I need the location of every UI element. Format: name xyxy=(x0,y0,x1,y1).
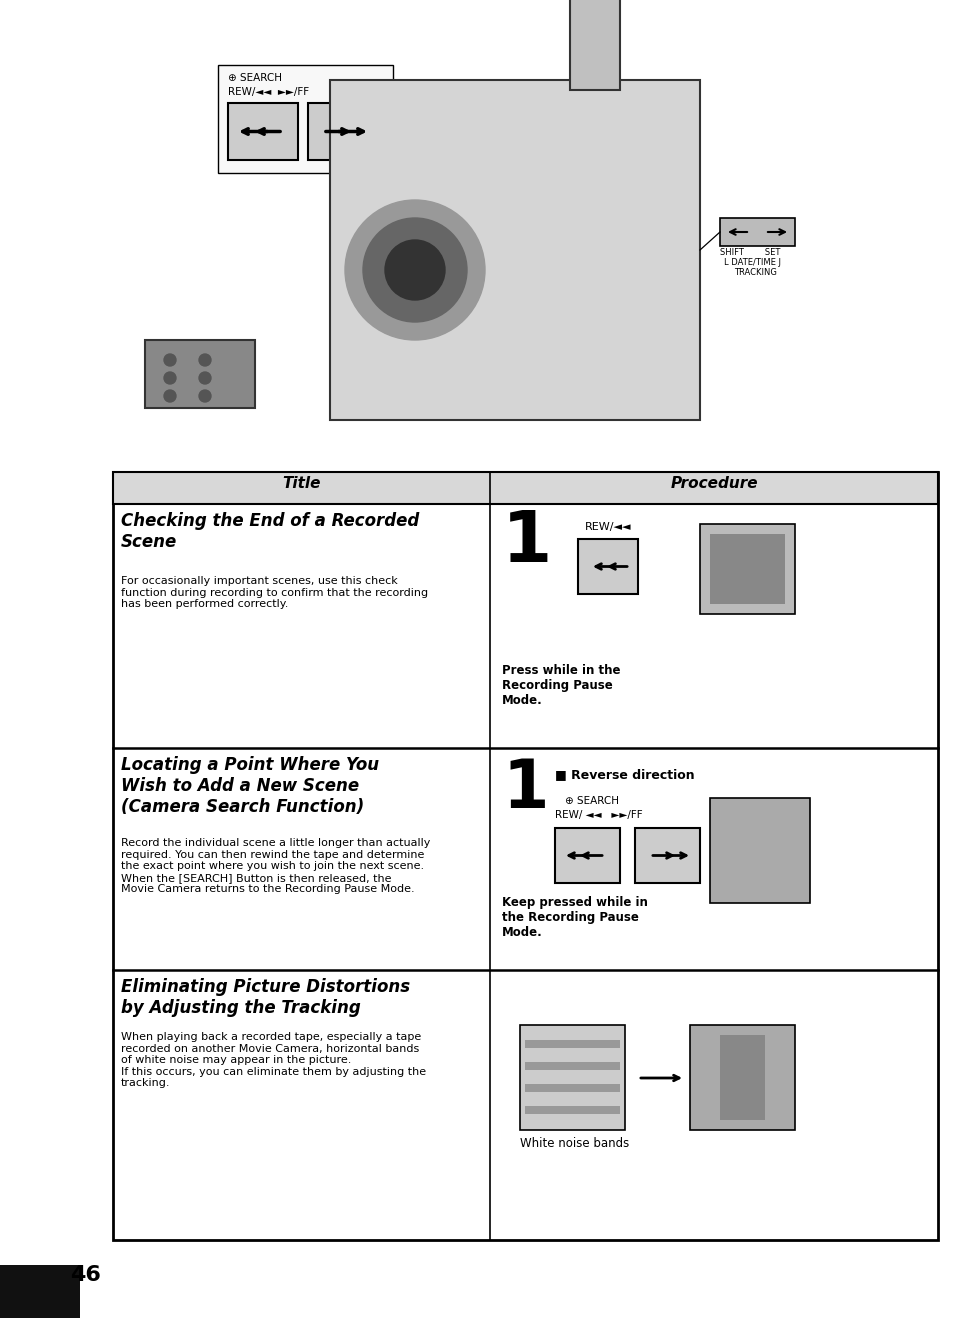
Bar xyxy=(524,1040,619,1048)
Text: ⊕ SEARCH: ⊕ SEARCH xyxy=(228,72,282,83)
Bar xyxy=(720,217,794,246)
Bar xyxy=(330,80,700,420)
Text: L DATE/TIME J: L DATE/TIME J xyxy=(723,258,781,268)
Text: TRACKING: TRACKING xyxy=(733,268,776,277)
Bar xyxy=(228,103,297,159)
Text: ⊕ SEARCH: ⊕ SEARCH xyxy=(564,796,618,807)
Text: REW/ ◄◄   ►►/FF: REW/ ◄◄ ►►/FF xyxy=(555,811,642,820)
Text: When playing back a recorded tape, especially a tape
recorded on another Movie C: When playing back a recorded tape, espec… xyxy=(121,1032,426,1089)
Bar xyxy=(720,1035,764,1120)
Text: REW/◄◄  ►►/FF: REW/◄◄ ►►/FF xyxy=(228,87,309,98)
Circle shape xyxy=(363,217,467,322)
Bar xyxy=(524,1062,619,1070)
Bar xyxy=(218,65,393,173)
Bar xyxy=(145,340,254,409)
Circle shape xyxy=(345,200,484,340)
Bar xyxy=(635,828,700,883)
Text: Record the individual scene a little longer than actually
required. You can then: Record the individual scene a little lon… xyxy=(121,838,430,895)
Bar xyxy=(112,472,937,1240)
Text: REW/◄◄: REW/◄◄ xyxy=(584,522,631,532)
Circle shape xyxy=(164,355,175,366)
Bar xyxy=(524,1106,619,1114)
Text: Locating a Point Where You
Wish to Add a New Scene
(Camera Search Function): Locating a Point Where You Wish to Add a… xyxy=(121,757,378,816)
Bar xyxy=(689,1025,794,1130)
Text: Procedure: Procedure xyxy=(670,476,757,492)
Bar xyxy=(519,1025,624,1130)
Bar xyxy=(524,1083,619,1093)
Circle shape xyxy=(164,372,175,384)
Bar xyxy=(569,0,619,90)
Text: SHIFT        SET: SHIFT SET xyxy=(720,248,780,257)
Text: ■ Reverse direction: ■ Reverse direction xyxy=(555,768,694,782)
Circle shape xyxy=(199,372,211,384)
Text: White noise bands: White noise bands xyxy=(519,1137,629,1151)
Text: Checking the End of a Recorded
Scene: Checking the End of a Recorded Scene xyxy=(121,511,418,551)
Bar xyxy=(0,1265,80,1318)
Bar xyxy=(308,103,377,159)
Circle shape xyxy=(199,355,211,366)
Text: Title: Title xyxy=(282,476,320,492)
Bar xyxy=(555,828,619,883)
Bar xyxy=(700,525,794,614)
Text: Keep pressed while in
the Recording Pause
Mode.: Keep pressed while in the Recording Paus… xyxy=(501,896,647,938)
Bar xyxy=(578,539,638,594)
Text: 46: 46 xyxy=(70,1265,101,1285)
Text: For occasionally important scenes, use this check
function during recording to c: For occasionally important scenes, use t… xyxy=(121,576,428,609)
Text: 1: 1 xyxy=(501,507,552,577)
Bar xyxy=(709,534,784,604)
Text: Press while in the
Recording Pause
Mode.: Press while in the Recording Pause Mode. xyxy=(501,664,619,706)
Text: Eliminating Picture Distortions
by Adjusting the Tracking: Eliminating Picture Distortions by Adjus… xyxy=(121,978,410,1016)
Bar xyxy=(709,797,809,903)
Circle shape xyxy=(199,390,211,402)
Circle shape xyxy=(164,390,175,402)
Circle shape xyxy=(385,240,444,301)
Text: 1: 1 xyxy=(501,757,548,822)
Bar xyxy=(112,472,937,503)
